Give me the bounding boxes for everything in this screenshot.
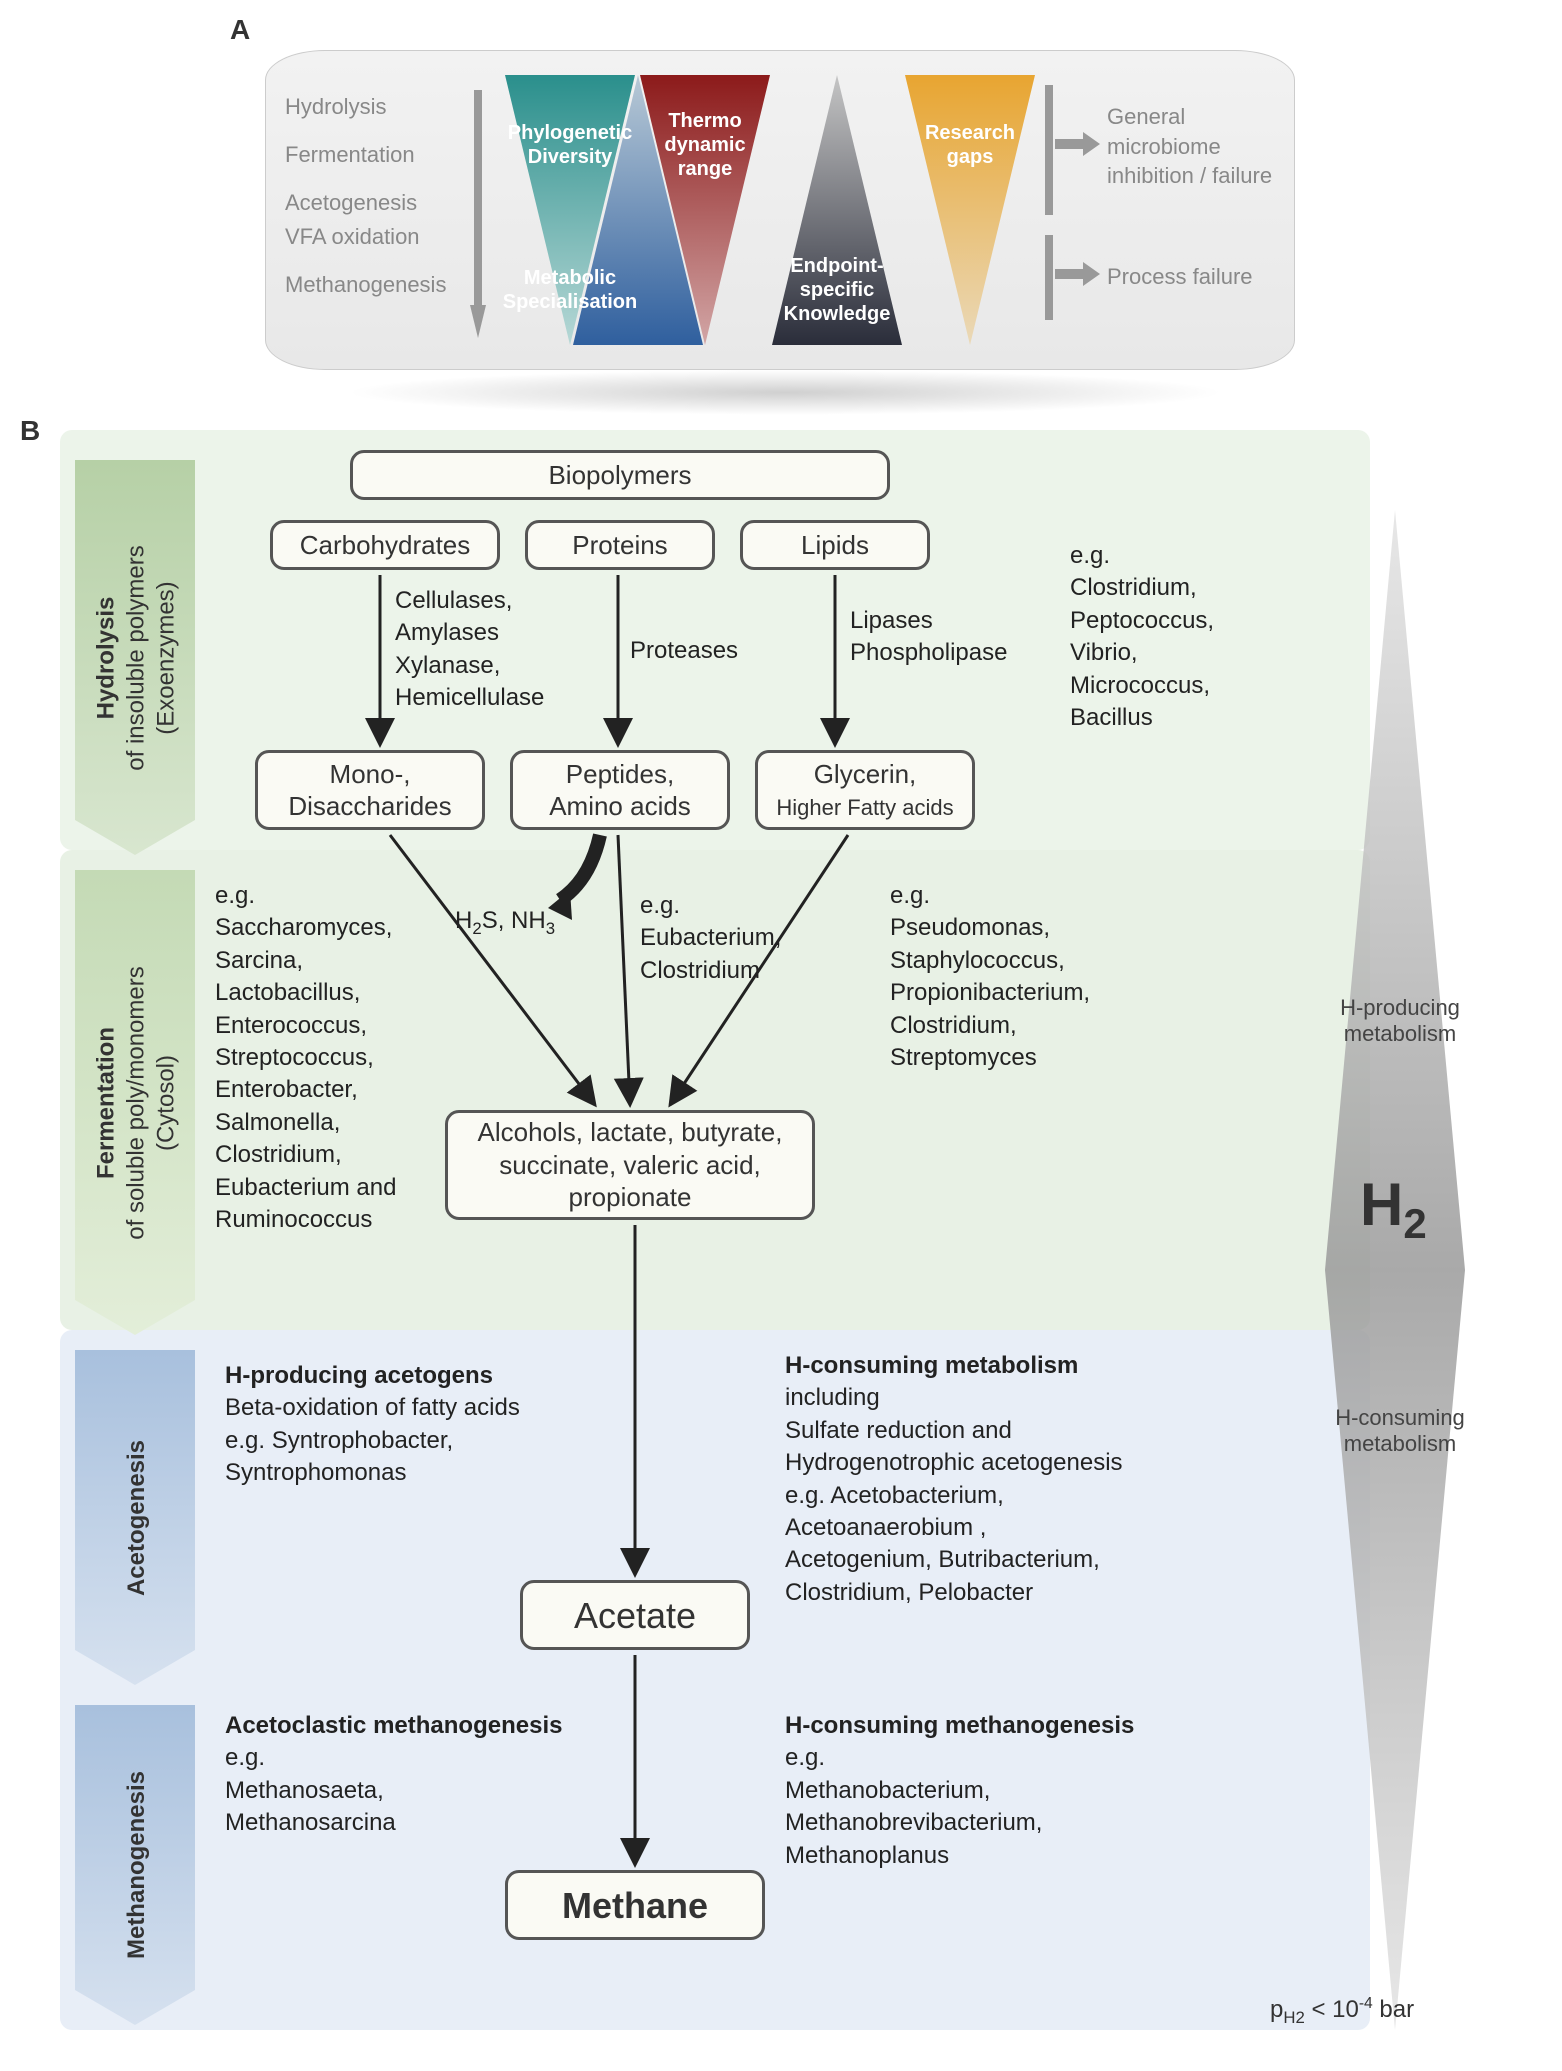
a-rbar2 <box>1045 235 1053 320</box>
a-ll-3: AcetogenesisVFA oxidation <box>285 186 446 254</box>
enz-carb: Cellulases,AmylasesXylanase,Hemicellulas… <box>395 585 544 715</box>
ph2-text: pH2 < 10-4 bar <box>1270 1995 1414 2028</box>
triangles: PhylogeneticDiversity MetabolicSpecialis… <box>505 75 1045 355</box>
a-right1: Generalmicrobiomeinhibition / failure <box>1107 102 1272 191</box>
h2s-nh3: H2S, NH3 <box>455 905 555 940</box>
meth-left: Acetoclastic methanogenesis e.g.Methanos… <box>225 1710 562 1840</box>
stage-methano: Methanogenesis <box>72 1705 202 2025</box>
node-acetate: Acetate <box>520 1580 750 1650</box>
node-monodi: Mono-,Disaccharides <box>255 750 485 830</box>
orgs-ferm-right: e.g.Pseudomonas,Staphylococcus,Propionib… <box>890 880 1090 1074</box>
stage-hydrolysis: Hydrolysisof insoluble polymers(Exoenzym… <box>72 460 202 855</box>
orgs-ferm-left: e.g.Saccharomyces,Sarcina,Lactobacillus,… <box>215 880 396 1236</box>
tri-research: Researchgaps <box>905 90 1035 200</box>
a-rarrow1 <box>1055 132 1100 156</box>
node-peptides: Peptides,Amino acids <box>510 750 730 830</box>
node-glycerin: Glycerin, Higher Fatty acids <box>755 750 975 830</box>
a-rarrow2 <box>1055 262 1100 286</box>
panel-b-label: B <box>20 415 40 447</box>
a-rbar1 <box>1045 85 1053 215</box>
a-ll-1: Hydrolysis <box>285 90 446 124</box>
aceto-left: H-producing acetogens Beta-oxidation of … <box>225 1360 520 1490</box>
enz-lip: LipasesPhospholipase <box>850 605 1007 670</box>
stage-fermentation: Fermentationof soluble poly/monomers(Cyt… <box>72 870 202 1335</box>
h2-big: H2 <box>1360 1170 1427 1248</box>
gly2: Higher Fatty acids <box>776 795 953 820</box>
node-glycerin-inner: Glycerin, Higher Fatty acids <box>776 758 953 823</box>
meth-right: H-consuming methanogenesis e.g.Methanoba… <box>785 1710 1134 1872</box>
stage-hydrolysis-text: Hydrolysisof insoluble polymers(Exoenzym… <box>92 545 182 770</box>
a-ll-2: Fermentation <box>285 138 446 172</box>
enz-prot: Proteases <box>630 635 738 667</box>
tri-research-label: Researchgaps <box>917 121 1023 169</box>
aceto-left-h: H-producing acetogens <box>225 1362 493 1389</box>
meth-left-b: e.g.Methanosaeta,Methanosarcina <box>225 1744 396 1836</box>
a-right2: Process failure <box>1107 262 1253 292</box>
tri-endpoint: Endpoint-specificKnowledge <box>772 230 902 350</box>
node-proteins: Proteins <box>525 520 715 570</box>
aceto-right: H-consuming metabolism includingSulfate … <box>785 1350 1123 1609</box>
aceto-right-h: H-consuming metabolism <box>785 1352 1078 1379</box>
gly1: Glycerin, <box>814 759 917 789</box>
node-methane: Methane <box>505 1870 765 1940</box>
meth-right-b: e.g.Methanobacterium,Methanobrevibacteri… <box>785 1744 1042 1868</box>
orgs-hydrolysis: e.g.Clostridium,Peptococcus,Vibrio,Micro… <box>1070 540 1214 734</box>
node-carbs: Carbohydrates <box>270 520 500 570</box>
tri-phylo-label: PhylogeneticDiversity <box>500 121 640 169</box>
node-lipids: Lipids <box>740 520 930 570</box>
tri-phylo: PhylogeneticDiversity <box>505 90 635 200</box>
node-alcohols: Alcohols, lactate, butyrate,succinate, v… <box>445 1110 815 1220</box>
aceto-right-b: includingSulfate reduction andHydrogenot… <box>785 1384 1123 1605</box>
a-left-down-arrow <box>470 90 486 340</box>
stage-methano-text: Methanogenesis <box>122 1771 152 1959</box>
tri-thermo-label: Thermodynamicrange <box>656 109 753 181</box>
a-ll-4: Methanogenesis <box>285 268 446 302</box>
stage-fermentation-text: Fermentationof soluble poly/monomers(Cyt… <box>92 966 182 1239</box>
shadow-ellipse <box>345 370 1225 415</box>
tri-thermo: Thermodynamicrange <box>640 85 770 205</box>
tri-endpoint-label: Endpoint-specificKnowledge <box>776 254 899 326</box>
panel-b: Hydrolysisof insoluble polymers(Exoenzym… <box>60 430 1500 2030</box>
rh-bot-text: H-consumingmetabolism <box>1330 1405 1470 1457</box>
h2-rhombus <box>1325 510 1465 2030</box>
stage-aceto-text: Acetogenesis <box>122 1439 152 1595</box>
tri-metab: MetabolicSpecialisation <box>505 235 635 345</box>
panel-a: Hydrolysis Fermentation AcetogenesisVFA … <box>265 50 1295 400</box>
node-biopolymers: Biopolymers <box>350 450 890 500</box>
rh-top-text: H-producingmetabolism <box>1330 995 1470 1047</box>
tri-metab-label: MetabolicSpecialisation <box>495 266 646 314</box>
a-left-labels: Hydrolysis Fermentation AcetogenesisVFA … <box>285 90 446 302</box>
meth-left-h: Acetoclastic methanogenesis <box>225 1712 562 1739</box>
aceto-left-b: Beta-oxidation of fatty acidse.g. Syntro… <box>225 1394 520 1486</box>
orgs-ferm-mid: e.g.Eubacterium,Clostridium <box>640 890 781 987</box>
panel-a-label: A <box>230 14 250 46</box>
meth-right-h: H-consuming methanogenesis <box>785 1712 1134 1739</box>
stage-aceto: Acetogenesis <box>72 1350 202 1685</box>
